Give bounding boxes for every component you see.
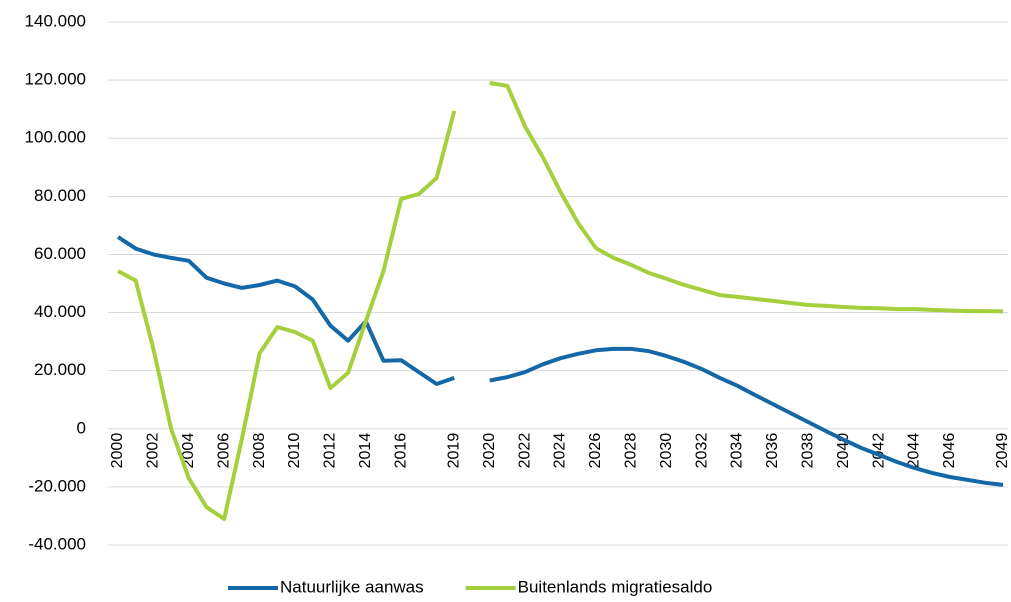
x-tick-label: 2004 xyxy=(180,433,197,469)
x-tick-label: 2046 xyxy=(941,433,958,469)
x-tick-label: 2036 xyxy=(764,433,781,469)
y-tick-label: 80.000 xyxy=(34,186,86,205)
x-tick-label: 2030 xyxy=(658,433,675,469)
y-tick-label: 120.000 xyxy=(25,70,86,89)
x-tick-label: 2028 xyxy=(623,433,640,469)
x-tick-label: 2042 xyxy=(870,433,887,469)
y-tick-label: 100.000 xyxy=(25,128,86,147)
x-tick-label: 2012 xyxy=(322,433,339,469)
series-line xyxy=(116,235,1004,487)
x-tick-label: 2022 xyxy=(516,433,533,469)
x-tick-label: 2008 xyxy=(251,433,268,469)
x-tick-label: 2026 xyxy=(587,433,604,469)
x-tick-label: 2034 xyxy=(729,433,746,469)
y-tick-label: 60.000 xyxy=(34,244,86,263)
legend-label: Buitenlands migratiesaldo xyxy=(518,577,713,596)
y-tick-label: 0 xyxy=(77,418,86,437)
x-tick-label: 2044 xyxy=(906,433,923,469)
x-tick-label: 2038 xyxy=(800,433,817,469)
y-tick-label: 20.000 xyxy=(34,360,86,379)
series-line xyxy=(117,81,1004,521)
x-tick-label: 2016 xyxy=(392,433,409,469)
y-tick-label: -20.000 xyxy=(28,476,86,495)
y-tick-label: 140.000 xyxy=(25,11,86,30)
x-tick-label: 2002 xyxy=(145,433,162,469)
x-tick-label: 2014 xyxy=(357,433,374,469)
x-tick-label: 2024 xyxy=(552,433,569,469)
y-tick-label: -40.000 xyxy=(28,534,86,553)
x-tick-label: 2019 xyxy=(446,433,463,469)
legend-label: Natuurlijke aanwas xyxy=(280,577,424,596)
x-tick-label: 2006 xyxy=(215,433,232,469)
x-tick-label: 2000 xyxy=(109,433,126,469)
x-tick-label: 2010 xyxy=(286,433,303,469)
y-tick-label: 40.000 xyxy=(34,302,86,321)
x-tick-label: 2032 xyxy=(693,433,710,469)
x-tick-label: 2020 xyxy=(481,433,498,469)
x-tick-label: 2049 xyxy=(994,433,1011,469)
